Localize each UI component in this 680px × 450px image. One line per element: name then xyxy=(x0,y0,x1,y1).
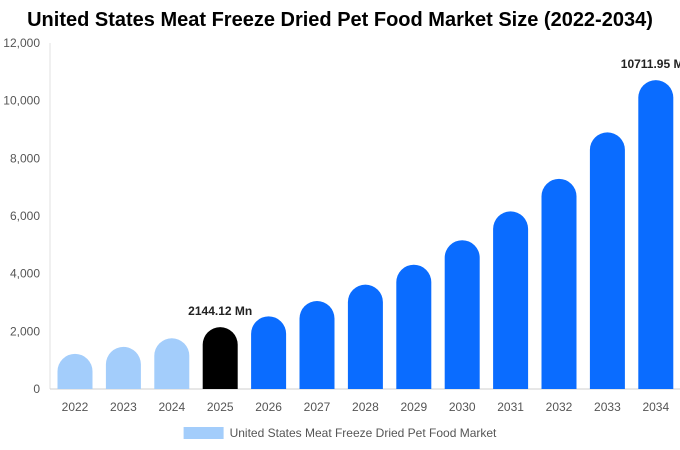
bar-2024 xyxy=(154,338,190,389)
bar-2027 xyxy=(299,301,335,389)
y-tick-label: 10,000 xyxy=(3,94,40,108)
legend-swatch xyxy=(183,427,224,439)
bar-2026 xyxy=(251,316,287,389)
y-tick-label: 12,000 xyxy=(3,36,40,50)
x-tick-label: 2029 xyxy=(400,400,427,414)
x-tick-label: 2027 xyxy=(304,400,331,414)
bar-2034 xyxy=(638,80,674,389)
chart-title: United States Meat Freeze Dried Pet Food… xyxy=(27,9,653,31)
x-tick-label: 2031 xyxy=(497,400,524,414)
bar-2028 xyxy=(347,284,383,389)
y-tick-label: 0 xyxy=(33,382,40,396)
x-tick-label: 2032 xyxy=(546,400,573,414)
bar-2032 xyxy=(541,178,577,389)
y-tick-label: 2,000 xyxy=(10,324,40,338)
bar-2023 xyxy=(105,346,141,389)
data-label-2034: 10711.95 Mn xyxy=(621,57,680,71)
x-tick-label: 2025 xyxy=(207,400,234,414)
bar-2030 xyxy=(444,240,480,389)
x-tick-label: 2024 xyxy=(158,400,185,414)
bar-2025 xyxy=(202,327,238,389)
data-label-2025: 2144.12 Mn xyxy=(188,304,252,318)
y-tick-label: 6,000 xyxy=(10,209,40,223)
x-tick-label: 2022 xyxy=(62,400,89,414)
x-tick-label: 2033 xyxy=(594,400,621,414)
bar-2031 xyxy=(493,211,529,389)
bar-2029 xyxy=(396,264,432,389)
y-tick-label: 4,000 xyxy=(10,267,40,281)
legend-label: United States Meat Freeze Dried Pet Food… xyxy=(230,426,497,440)
x-tick-label: 2028 xyxy=(352,400,379,414)
x-tick-label: 2030 xyxy=(449,400,476,414)
x-tick-label: 2034 xyxy=(642,400,669,414)
bar-2033 xyxy=(589,132,625,389)
y-tick-label: 8,000 xyxy=(10,151,40,165)
x-tick-label: 2026 xyxy=(255,400,282,414)
bar-2022 xyxy=(57,353,93,389)
x-tick-label: 2023 xyxy=(110,400,137,414)
